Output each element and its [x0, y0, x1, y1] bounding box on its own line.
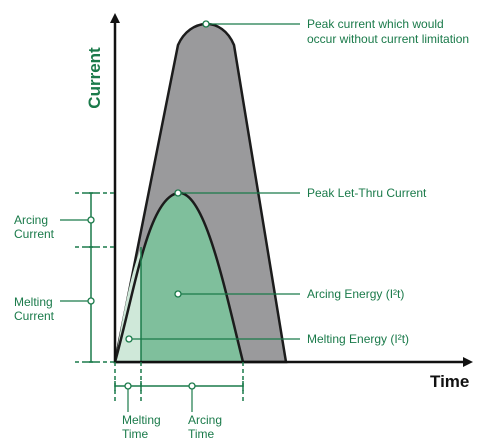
arcing-time-label-2: Time	[188, 427, 215, 441]
melting-time-label-2: Time	[122, 427, 149, 441]
arcing-energy-dot	[174, 290, 182, 298]
arcing-current-label-1: Arcing	[14, 213, 48, 227]
melting-energy-label: Melting Energy (I²t)	[307, 332, 409, 346]
arcing-time-label-1: Arcing	[188, 413, 222, 427]
peak-uncontrolled-label-1: Peak current which would	[307, 17, 444, 31]
peak-uncontrolled-dot	[202, 20, 210, 28]
peak-let-thru-dot	[174, 189, 182, 197]
melting-time-dot	[124, 382, 132, 390]
peak-let-thru-label: Peak Let-Thru Current	[307, 186, 427, 200]
melting-current-label-2: Current	[14, 309, 55, 323]
x-axis-label: Time	[430, 372, 469, 391]
arcing-energy-label: Arcing Energy (I²t)	[307, 287, 404, 301]
peak-uncontrolled-label-2: occur without current limitation	[307, 32, 469, 46]
arcing-current-label-2: Current	[14, 227, 55, 241]
arcing-time-dot	[188, 382, 196, 390]
y-axis-label: Current	[85, 47, 104, 109]
melting-current-label-1: Melting	[14, 295, 53, 309]
arcing-energy-region	[115, 192, 243, 362]
melting-time-label-1: Melting	[122, 413, 161, 427]
arcing-current-dot	[87, 216, 95, 224]
melting-current-dot	[87, 297, 95, 305]
melting-energy-dot	[125, 335, 133, 343]
